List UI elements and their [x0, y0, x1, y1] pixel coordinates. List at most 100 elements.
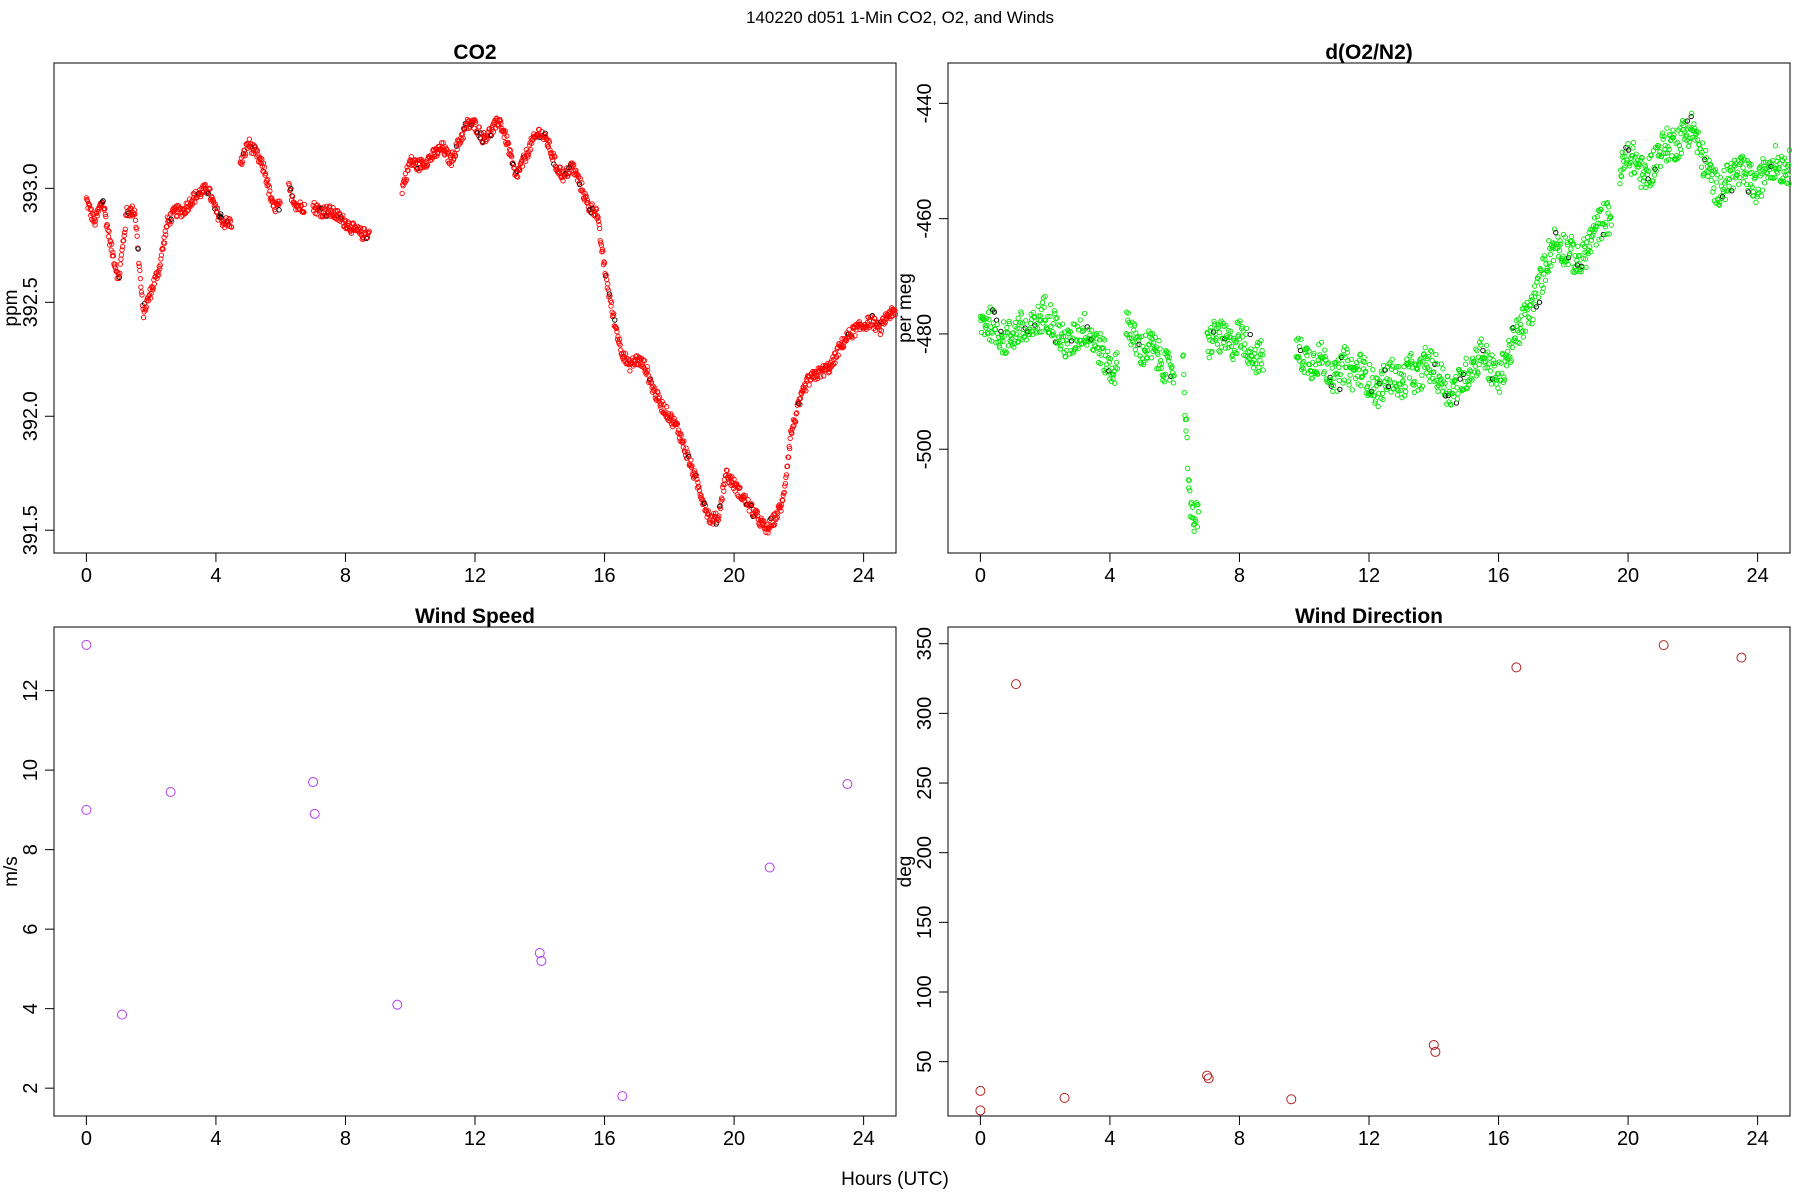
co2-point — [246, 136, 253, 142]
co2-point — [95, 208, 101, 215]
o2-point — [1744, 157, 1751, 164]
o2-point — [1205, 348, 1211, 355]
o2-point — [1398, 387, 1404, 394]
wind_speed-point — [117, 1009, 128, 1020]
wind_direction-point — [975, 1105, 986, 1116]
o2-point — [1026, 332, 1033, 338]
co2-point — [825, 370, 832, 376]
o2-point — [1698, 152, 1704, 158]
o2-point — [1506, 337, 1512, 344]
co2-point — [140, 314, 147, 321]
o2-point — [1745, 189, 1752, 195]
o2-point — [1414, 366, 1421, 373]
o2-point — [1447, 391, 1453, 397]
o2-point — [989, 330, 995, 336]
o2-point — [1535, 275, 1541, 282]
o2-point — [1518, 321, 1524, 328]
o2-point — [1462, 361, 1469, 367]
co2-point — [289, 193, 295, 199]
o2-point — [1671, 132, 1677, 138]
wind_direction-point — [1511, 662, 1522, 673]
o2-point — [1530, 317, 1536, 323]
o2-point — [1742, 157, 1748, 163]
o2-point — [1100, 345, 1107, 351]
co2-point — [560, 178, 566, 184]
o2-point — [1630, 139, 1637, 146]
o2-point — [1403, 388, 1409, 395]
o2-point — [1147, 331, 1154, 337]
co2-point — [835, 352, 841, 358]
co2-point — [748, 502, 754, 508]
o2-point — [1542, 277, 1549, 283]
o2-point — [1709, 171, 1715, 178]
o2-point — [1730, 185, 1736, 191]
o2-point — [1674, 156, 1680, 162]
co2-point — [214, 205, 221, 211]
co2-point — [601, 260, 608, 266]
o2-point — [1195, 509, 1202, 515]
o2-point — [1541, 271, 1547, 277]
co2-point — [288, 185, 294, 192]
co2-point — [143, 304, 149, 310]
co2-x-tick-label: 24 — [852, 565, 874, 587]
o2-point — [1493, 360, 1499, 366]
o2-point — [1260, 367, 1266, 373]
co2-point — [892, 311, 899, 318]
o2-point — [1065, 327, 1071, 333]
o2-point — [1298, 336, 1304, 342]
o2-point — [1149, 330, 1156, 337]
o2-point — [1053, 340, 1060, 346]
o2-point — [1372, 400, 1378, 406]
o2-point — [1161, 379, 1168, 385]
o2-point — [1347, 372, 1353, 378]
o2-point — [1694, 149, 1700, 155]
o2-point — [1434, 361, 1441, 367]
o2-point — [1250, 365, 1257, 371]
o2-point — [1490, 357, 1496, 363]
o2-point — [1316, 360, 1322, 366]
co2-point — [659, 398, 665, 405]
o2-point — [1756, 190, 1762, 196]
o2-point — [1405, 361, 1411, 367]
o2-point — [1729, 188, 1735, 194]
o2-point — [1469, 377, 1475, 383]
o2-point — [1248, 346, 1254, 352]
o2-point — [1345, 378, 1352, 384]
co2-point — [256, 156, 263, 162]
o2-point — [1560, 253, 1566, 259]
o2-point — [1371, 386, 1377, 392]
co2-point — [872, 316, 878, 322]
o2-point — [1377, 378, 1383, 384]
o2-point — [1565, 261, 1571, 268]
o2-point — [1230, 356, 1236, 363]
o2-point — [1466, 377, 1473, 383]
co2-point — [877, 331, 883, 338]
o2-point — [1322, 354, 1328, 360]
co2-point — [717, 505, 724, 512]
wind_direction-point — [1428, 1039, 1439, 1050]
o2-point — [1250, 360, 1256, 366]
co2-point — [674, 421, 681, 427]
co2-point — [121, 232, 127, 239]
o2-point — [1712, 167, 1719, 173]
co2-point — [808, 376, 814, 383]
co2-point — [92, 218, 99, 224]
o2-point — [1708, 161, 1714, 168]
o2-point — [1125, 310, 1131, 316]
o2-point — [1567, 251, 1573, 257]
o2-point — [1711, 185, 1717, 191]
o2-point — [1421, 351, 1427, 357]
o2-point — [1427, 348, 1434, 354]
co2-point — [424, 162, 431, 168]
o2-point — [1132, 346, 1138, 353]
o2-point — [1321, 369, 1327, 375]
o2-point — [1111, 371, 1117, 378]
co2-point — [614, 336, 621, 342]
o2-point — [1243, 325, 1250, 332]
co2-point — [316, 204, 322, 210]
o2-point — [1086, 326, 1092, 333]
wind_speed-y-tick-label: 8 — [20, 844, 42, 855]
o2-point — [1577, 253, 1583, 259]
o2-point — [1339, 361, 1345, 367]
